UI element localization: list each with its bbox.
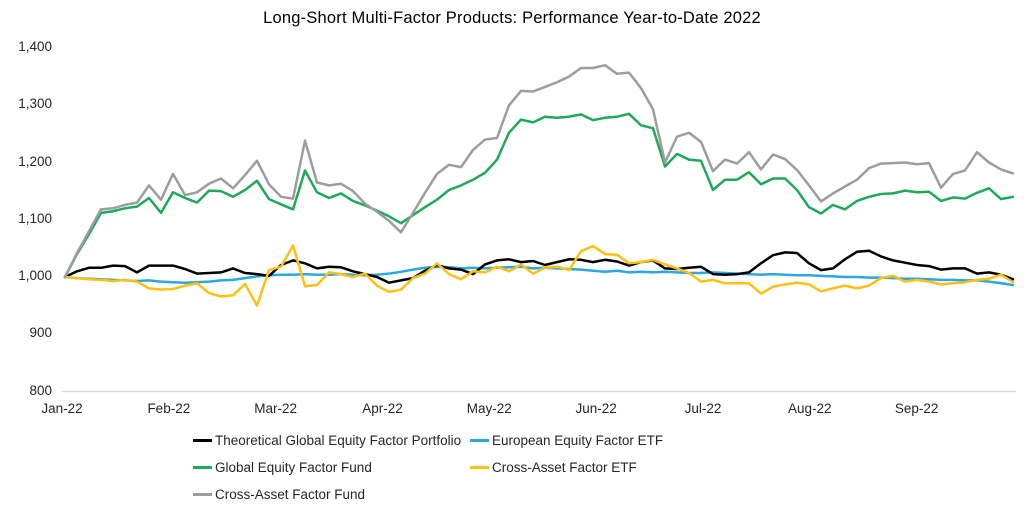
legend: Theoretical Global Equity Factor Portfol… xyxy=(193,432,663,503)
y-axis-tick-label: 1,100 xyxy=(18,210,52,226)
x-axis-tick-label: Mar-22 xyxy=(254,401,298,416)
legend-swatch xyxy=(193,466,212,469)
series-line-global-equity-factor-fund xyxy=(63,112,1015,279)
legend-swatch xyxy=(193,439,212,442)
x-axis-tick-label: Jul-22 xyxy=(684,401,722,416)
legend-label: Theoretical Global Equity Factor Portfol… xyxy=(215,433,462,448)
series-line-european-equity-factor-etf xyxy=(63,265,1015,287)
x-axis-tick-label: Jan-22 xyxy=(41,401,83,416)
legend-item: Theoretical Global Equity Factor Portfol… xyxy=(193,432,470,449)
legend-label: European Equity Factor ETF xyxy=(492,433,664,448)
series-line-cross-asset-factor-fund xyxy=(63,63,1015,279)
series-line-theoretical-global-equity-factor-portfolio xyxy=(63,249,1015,284)
y-axis-tick-label: 1,000 xyxy=(18,268,52,283)
x-axis-tick-label: Aug-22 xyxy=(788,401,832,416)
series-line-cross-asset-factor-etf xyxy=(63,244,1015,307)
y-axis-tick-label: 1,300 xyxy=(18,96,52,112)
y-axis-tick-label: 900 xyxy=(29,325,52,341)
legend-swatch xyxy=(470,466,489,469)
y-axis-tick-label: 1,400 xyxy=(18,39,52,54)
legend-swatch xyxy=(193,493,212,496)
legend-label: Cross-Asset Factor ETF xyxy=(492,460,637,475)
legend-swatch xyxy=(470,439,489,442)
y-axis-tick-label: 1,200 xyxy=(18,153,52,169)
x-axis-tick-label: Feb-22 xyxy=(147,401,191,416)
x-axis-tick-label: Apr-22 xyxy=(362,401,403,416)
legend-label: Global Equity Factor Fund xyxy=(215,460,372,475)
x-axis-tick-label: May-22 xyxy=(466,401,512,416)
chart-title: Long-Short Multi-Factor Products: Perfor… xyxy=(263,9,761,27)
legend-label: Cross-Asset Factor Fund xyxy=(215,487,366,502)
legend-item: European Equity Factor ETF xyxy=(470,432,663,449)
y-axis-tick-label: 800 xyxy=(29,382,52,398)
legend-item: Global Equity Factor Fund xyxy=(193,459,470,476)
x-axis-tick-label: Jun-22 xyxy=(575,401,617,416)
x-axis-tick-label: Sep-22 xyxy=(894,401,939,416)
legend-item: Cross-Asset Factor ETF xyxy=(470,459,663,476)
legend-item: Cross-Asset Factor Fund xyxy=(193,486,470,503)
